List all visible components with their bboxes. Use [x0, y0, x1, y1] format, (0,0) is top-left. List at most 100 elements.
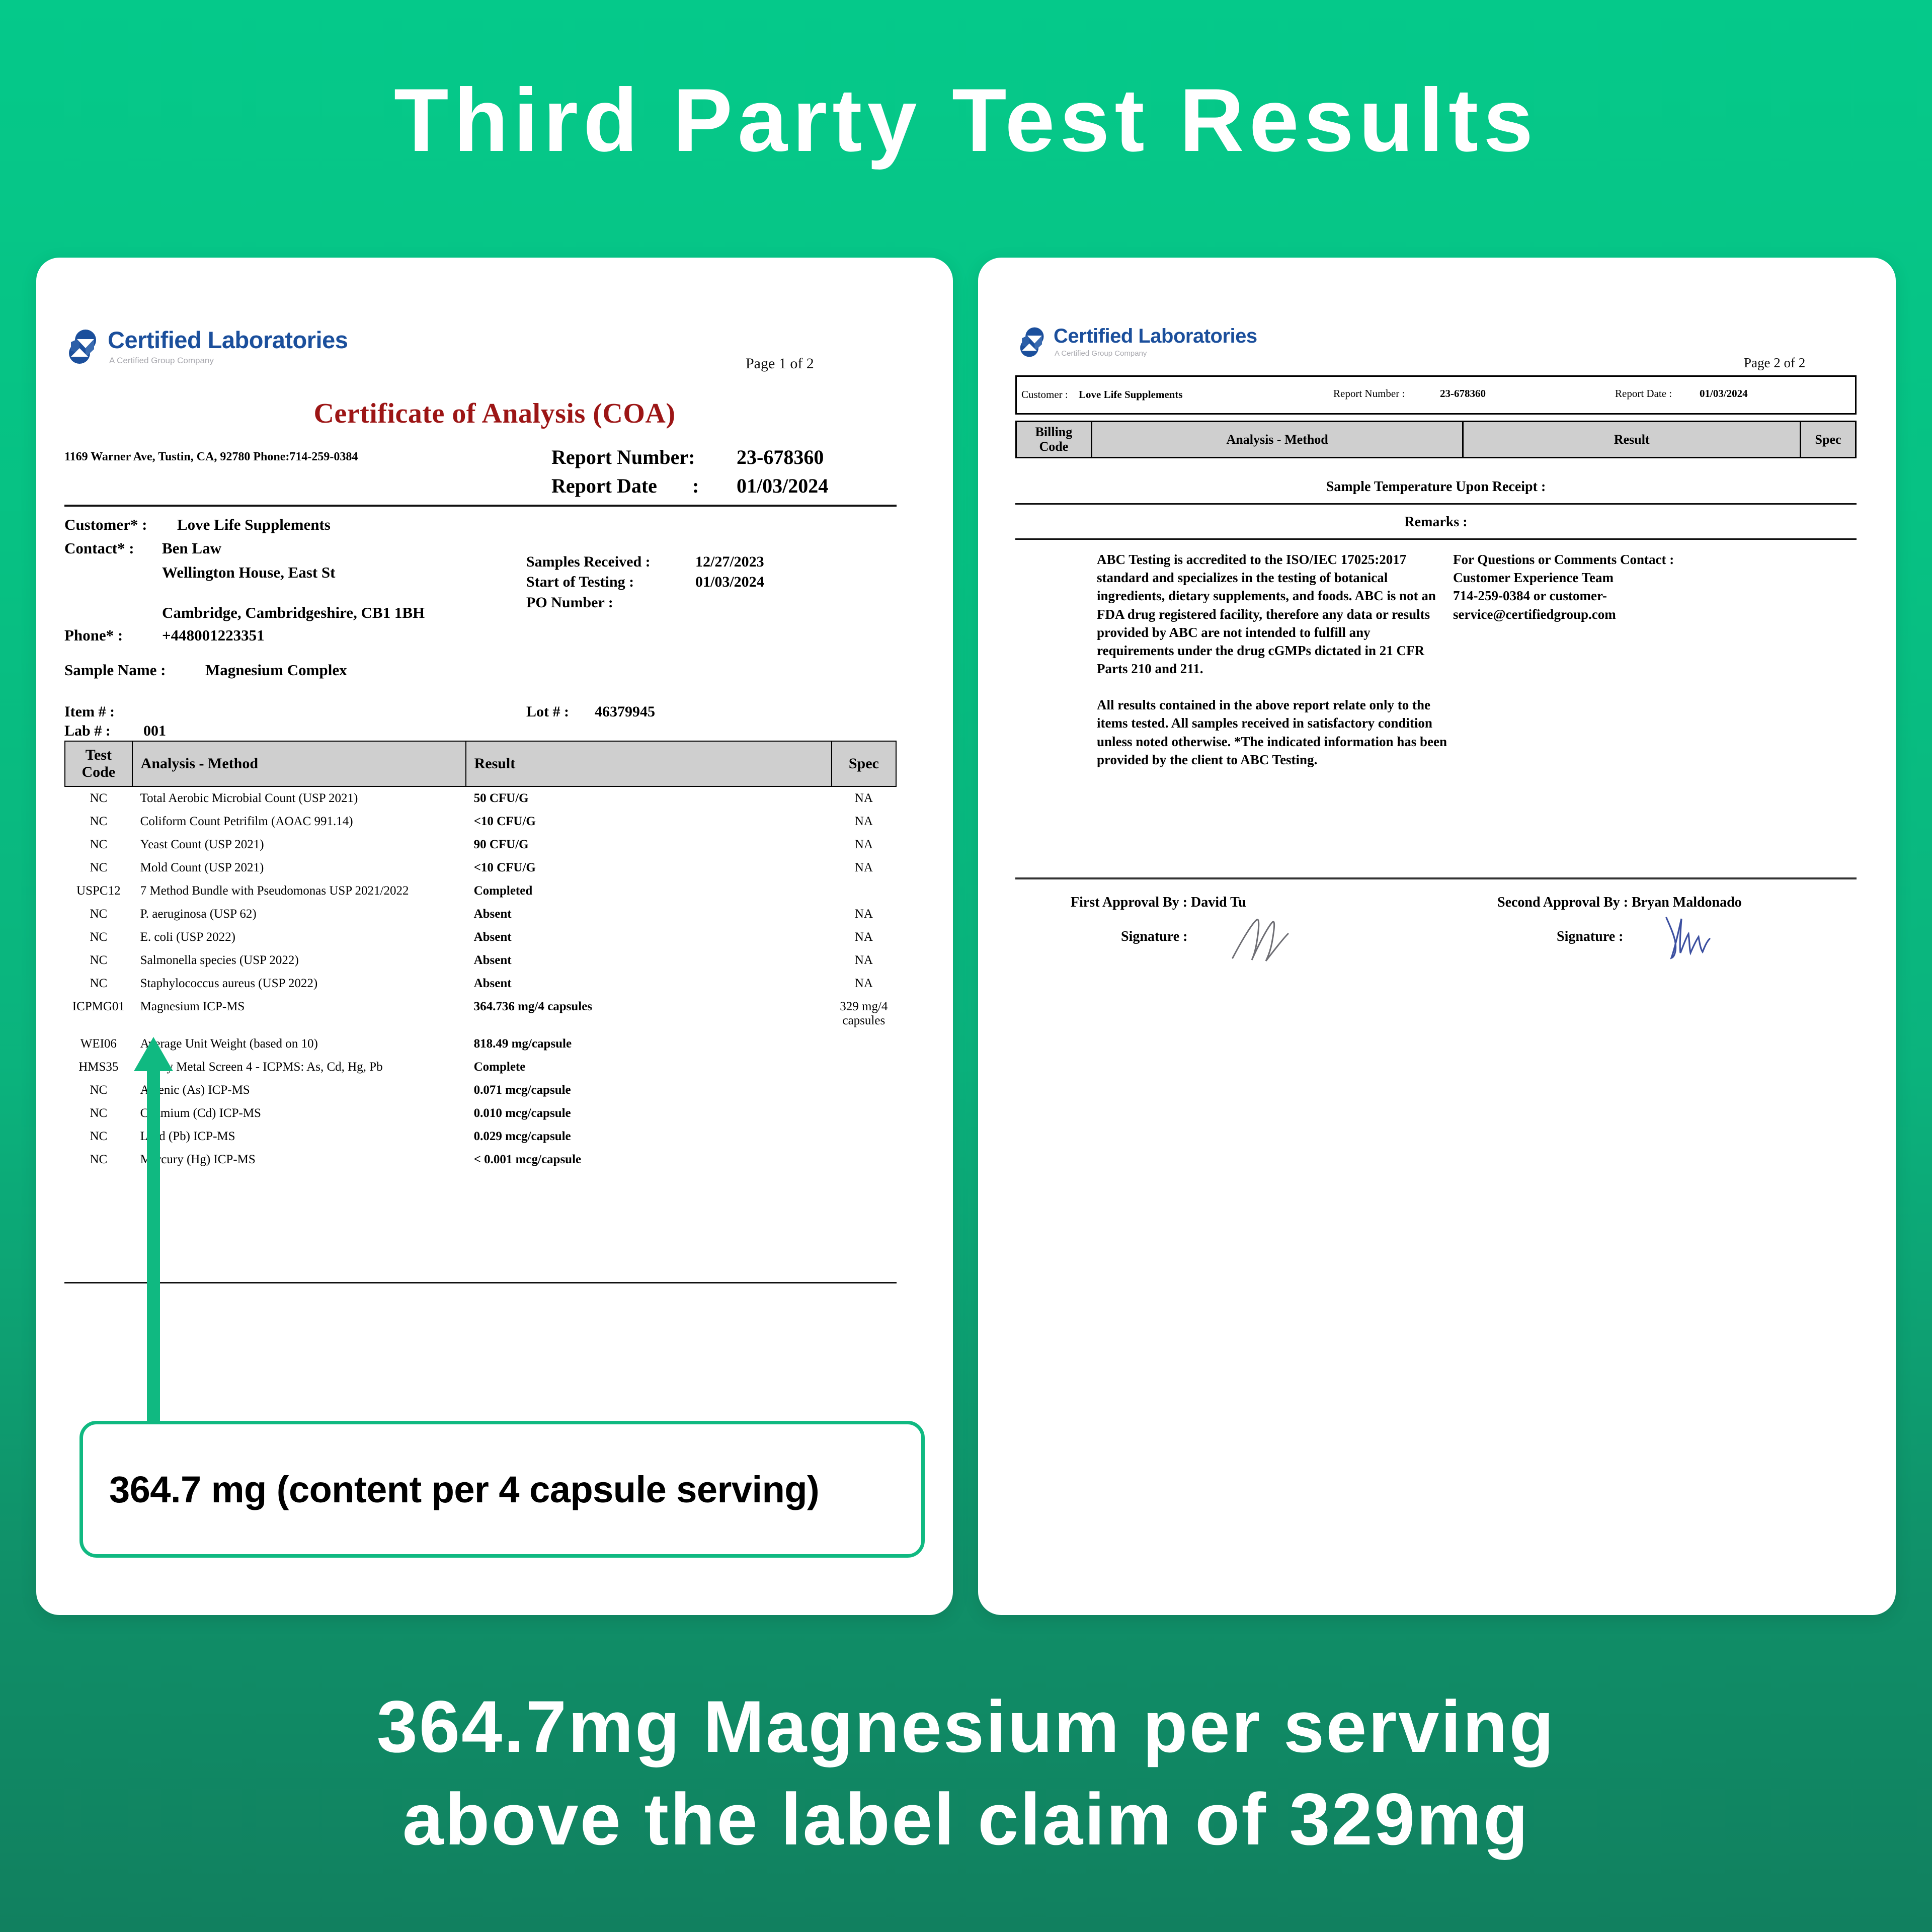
cell-test-code: NC — [90, 1083, 108, 1097]
page-title: Third Party Test Results — [393, 70, 1539, 170]
cell-spec — [832, 1079, 896, 1102]
contact-email: service@certifiedgroup.com — [1453, 606, 1616, 622]
cell-result: Absent — [473, 953, 512, 967]
remarks-right-column: For Questions or Comments Contact : Cust… — [1453, 550, 1765, 623]
cell-spec: NA — [854, 815, 873, 828]
phone-value: +448001223351 — [162, 626, 265, 644]
cell-result: 364.736 mg/4 capsules — [473, 1000, 593, 1013]
cell-spec: NA — [854, 791, 873, 805]
table-row: ICPMG01 Magnesium ICP-MS 364.736 mg/4 caps… — [65, 995, 896, 1032]
remarks-left-column: ABC Testing is accredited to the ISO/IEC… — [1097, 550, 1449, 769]
customer-label: Customer : — [1021, 388, 1068, 400]
table-row: NC P. aeruginosa (USP 62) Absent NA — [65, 903, 896, 926]
cell-result: 50 CFU/G — [473, 791, 529, 805]
analysis-results-table: Test Code Analysis - Method Result Spec … — [64, 741, 897, 1171]
cell-spec: NA — [854, 930, 873, 944]
cell-method: Salmonella species (USP 2022) — [140, 953, 299, 967]
cell-result: Absent — [473, 977, 512, 990]
table-row: NC Salmonella species (USP 2022) Absent NA — [65, 949, 896, 972]
cell-result: 90 CFU/G — [473, 838, 529, 851]
cell-test-code: ICPMG01 — [72, 1000, 125, 1013]
report-date-label: Report Date : — [1615, 387, 1672, 399]
col-header-method: Analysis - Method — [1090, 420, 1464, 459]
certified-laboratories-logo: Certified Laboratories A Certified Group… — [64, 328, 348, 368]
cell-spec — [832, 1102, 896, 1125]
customer-info-bar — [1015, 375, 1857, 415]
cell-method: E. coli (USP 2022) — [140, 930, 235, 944]
col-header-billing-code: Billing Code — [1015, 420, 1092, 459]
table-row: NC Coliform Count Petrifilm (AOAC 991.14)… — [65, 810, 896, 833]
cell-method: Heavy Metal Screen 4 - ICPMS: As, Cd, Hg… — [140, 1060, 383, 1074]
table-bottom-divider — [64, 1282, 897, 1283]
table-row: NC Arsenic (As) ICP-MS 0.071 mcg/capsule — [65, 1079, 896, 1102]
cell-test-code: HMS35 — [78, 1060, 119, 1074]
temp-divider — [1015, 503, 1857, 505]
billing-code-line2: Code — [1039, 439, 1069, 454]
cell-result: <10 CFU/G — [473, 861, 536, 874]
cell-method: Average Unit Weight (based on 10) — [140, 1037, 318, 1051]
contact-value: Ben Law — [162, 539, 221, 557]
cell-spec — [832, 1125, 896, 1148]
cell-spec: NA — [854, 861, 873, 874]
table-row: NC Staphylococcus aureus (USP 2022) Absent… — [65, 972, 896, 995]
contact-phone: 714-259-0384 or customer- — [1453, 588, 1607, 604]
bottom-caption: 364.7mg Magnesium per serving above the … — [0, 1680, 1932, 1866]
cell-spec — [832, 1032, 896, 1056]
report-date-colon: : — [692, 474, 699, 497]
samples-received-label: Samples Received : — [526, 553, 651, 570]
cell-method: Yeast Count (USP 2021) — [140, 838, 264, 851]
page-indicator: Page 2 of 2 — [1744, 355, 1806, 370]
coa-title: Certificate of Analysis (COA) — [313, 398, 676, 429]
remarks-paragraph-1: ABC Testing is accredited to the ISO/IEC… — [1097, 552, 1436, 677]
certified-labs-hexagon-icon — [64, 328, 102, 368]
signature-2-image — [1665, 917, 1711, 959]
lab-number-label: Lab # : — [64, 722, 111, 739]
logo-name: Certified Laboratories — [108, 327, 348, 353]
table-row: NC E. coli (USP 2022) Absent NA — [65, 926, 896, 949]
table-row: NC Cadmium (Cd) ICP-MS 0.010 mcg/capsule — [65, 1102, 896, 1125]
customer-value: Love Life Supplements — [177, 516, 331, 533]
cell-test-code: USPC12 — [76, 884, 121, 898]
cell-result: <10 CFU/G — [473, 815, 536, 828]
cell-result: Complete — [473, 1060, 526, 1074]
cell-test-code: NC — [90, 953, 108, 967]
page2-results-table: Billing Code Analysis - Method Result Sp… — [1015, 420, 1857, 459]
report-date-value: 01/03/2024 — [1700, 387, 1748, 399]
table-row: NC Mercury (Hg) ICP-MS < 0.001 mcg/capsule — [65, 1148, 896, 1171]
certified-laboratories-logo-page2: Certified Laboratories A Certified Group… — [1016, 326, 1257, 361]
cell-method: Coliform Count Petrifilm (AOAC 991.14) — [140, 815, 353, 828]
cell-test-code: NC — [90, 977, 108, 990]
cell-test-code: WEI06 — [80, 1037, 117, 1051]
logo-subtitle: A Certified Group Company — [1055, 349, 1147, 358]
signature-1-image — [1232, 919, 1289, 961]
sample-name-value: Magnesium Complex — [205, 661, 347, 679]
customer-address-line-2: Cambridge, Cambridgeshire, CB1 1BH — [162, 604, 425, 621]
cell-test-code: NC — [90, 1153, 108, 1166]
lot-number-value: 46379945 — [595, 703, 655, 720]
cell-method: Magnesium ICP-MS — [140, 1000, 245, 1013]
samples-received-value: 12/27/2023 — [695, 553, 764, 570]
coa-page-2-card: Certified Laboratories A Certified Group… — [978, 258, 1896, 1615]
coa-page-1-card: Certified Laboratories A Certified Group… — [36, 258, 953, 1615]
cell-test-code: NC — [90, 861, 108, 874]
cell-method: Mold Count (USP 2021) — [140, 861, 264, 874]
remarks-spacer — [1097, 678, 1449, 696]
table-row: NC Mold Count (USP 2021) <10 CFU/G NA — [65, 856, 896, 879]
bottom-caption-line-1: 364.7mg Magnesium per serving — [376, 1685, 1556, 1767]
cell-test-code: NC — [90, 791, 108, 805]
col-header-spec: Spec — [831, 741, 897, 787]
report-number-value: 23-678360 — [737, 446, 824, 468]
bottom-caption-line-2: above the label claim of 329mg — [402, 1778, 1530, 1860]
cell-method: Staphylococcus aureus (USP 2022) — [140, 977, 318, 990]
table-row: WEI06 Average Unit Weight (based on 10) 81… — [65, 1032, 896, 1056]
cell-result: 0.029 mcg/capsule — [473, 1130, 571, 1143]
table-header-row: Test Code Analysis - Method Result Spec — [64, 741, 897, 787]
customer-label: Customer* : — [64, 516, 147, 533]
table-row: NC Total Aerobic Microbial Count (USP 202… — [65, 786, 896, 810]
lab-number-value: 001 — [143, 722, 166, 739]
cell-test-code: NC — [90, 815, 108, 828]
remarks-divider — [1015, 538, 1857, 540]
logo-subtitle: A Certified Group Company — [109, 356, 214, 365]
table-row: NC Lead (Pb) ICP-MS 0.029 mcg/capsule — [65, 1125, 896, 1148]
table-header-row: Billing Code Analysis - Method Result Sp… — [1015, 420, 1857, 459]
